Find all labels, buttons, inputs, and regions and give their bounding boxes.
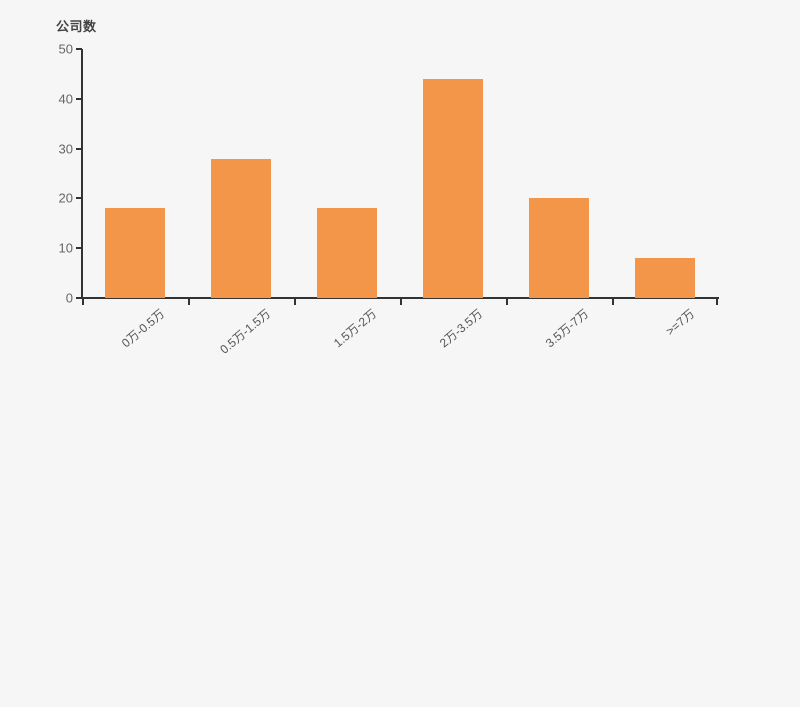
plot-area: 0 10 20 30 40 50 0万-0.5万 0.5万-1.5万 1.5万-2万 2万-3.… [59, 42, 718, 357]
y-axis-label: 10 [58, 240, 73, 256]
y-axis-label: 20 [58, 190, 73, 206]
y-axis-label: 0 [65, 290, 73, 306]
y-axis-tick [76, 147, 82, 150]
y-axis-tick [76, 48, 82, 50]
bar[interactable] [105, 208, 165, 298]
x-axis-tick [612, 298, 614, 305]
y-axis-tick [76, 197, 82, 200]
x-axis-label: 3.5万-7万 [542, 306, 592, 351]
x-axis-label: 1.5万-2万 [330, 306, 380, 351]
chart-title: 公司数 [56, 19, 97, 34]
y-axis-line [81, 49, 83, 299]
y-axis-tick [76, 97, 82, 100]
bar[interactable] [529, 198, 589, 298]
x-axis-tick [506, 298, 508, 305]
x-axis-label: 0万-0.5万 [118, 306, 168, 351]
y-axis-tick [76, 297, 82, 299]
x-axis-tick [716, 298, 718, 305]
y-axis-tick [76, 247, 82, 250]
bar[interactable] [423, 78, 483, 298]
x-axis-label: >=7万 [663, 306, 698, 339]
x-axis-tick [188, 298, 190, 305]
y-axis-label: 50 [58, 41, 73, 57]
x-axis-tick [294, 298, 296, 305]
y-axis-label: 40 [58, 91, 73, 107]
bar[interactable] [635, 258, 695, 298]
x-axis-tick [82, 298, 84, 305]
bar[interactable] [317, 208, 377, 298]
bar[interactable] [211, 158, 271, 298]
bar-chart: 公司数 0 10 20 30 40 50 0万-0.5万 0.5万-1.5万 1.5万-2万 2… [56, 19, 719, 357]
x-axis-tick [400, 298, 402, 305]
y-axis-label: 30 [58, 141, 73, 157]
